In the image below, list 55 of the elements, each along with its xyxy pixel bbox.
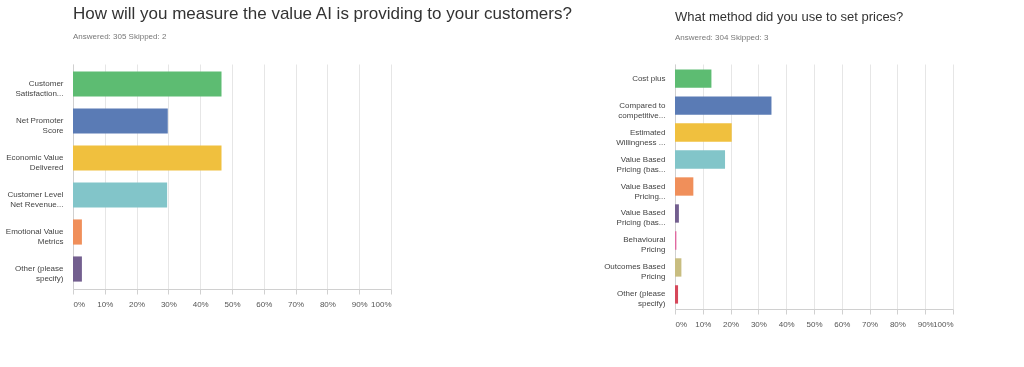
y-tick-label: Cost plus — [632, 73, 666, 83]
chart-subtitle: Answered: 305 Skipped: 2 — [73, 32, 167, 41]
x-tick-label: 90% — [917, 319, 934, 329]
x-tick-label: 10% — [97, 299, 114, 309]
bar — [675, 285, 679, 304]
bar — [675, 258, 682, 277]
x-tick-label: 90% — [351, 299, 368, 309]
y-tick-label: Compared to competitive... — [618, 100, 667, 120]
x-tick-label: 50% — [806, 319, 823, 329]
x-tick-label: 20% — [723, 319, 740, 329]
y-tick-label: Customer Satisfaction... — [15, 78, 64, 98]
bar — [675, 123, 732, 142]
y-tick-label: Net Promoter Score — [15, 115, 65, 135]
x-tick-label: 70% — [862, 319, 879, 329]
y-tick-label: Outcomes Based Pricing — [604, 262, 666, 282]
y-tick-label: Estimated Willingness ... — [616, 127, 666, 147]
x-tick-label: 30% — [750, 319, 767, 329]
x-tick-label: 50% — [224, 299, 241, 309]
x-tick-label: 70% — [288, 299, 305, 309]
y-tick-label: Value Based Pricing... — [620, 181, 666, 201]
x-tick-label: 80% — [889, 319, 906, 329]
chart-title: What method did you use to set prices? — [675, 9, 904, 24]
bar — [73, 145, 222, 171]
x-tick-label: 40% — [192, 299, 209, 309]
x-tick-label: 100% — [371, 299, 392, 309]
bar — [73, 182, 168, 208]
chart-subtitle: Answered: 304 Skipped: 3 — [675, 33, 769, 42]
bar — [73, 71, 222, 97]
x-tick-label: 80% — [319, 299, 336, 309]
y-tick-label: Behavioural Pricing — [623, 235, 666, 255]
x-tick-label: 40% — [778, 319, 795, 329]
bar — [675, 96, 772, 115]
bar — [675, 177, 694, 196]
bar — [675, 204, 679, 223]
x-tick-label: 60% — [834, 319, 851, 329]
y-tick-label: Other (please specify) — [15, 264, 65, 284]
bar — [675, 69, 712, 88]
y-tick-label: Other (please specify) — [617, 289, 667, 309]
bar — [675, 150, 726, 169]
y-tick-label: Value Based Pricing (bas... — [616, 154, 666, 174]
bar — [73, 108, 168, 134]
bar — [73, 256, 82, 282]
x-tick-label: 30% — [160, 299, 177, 309]
bar — [73, 219, 82, 245]
y-tick-label: Emotional Value Metrics — [5, 227, 65, 247]
x-tick-label: 0% — [675, 319, 688, 329]
x-tick-label: 20% — [129, 299, 146, 309]
chart-title: How will you measure the value AI is providing to your customers? — [73, 4, 572, 23]
y-tick-label: Value Based Pricing (bas... — [616, 208, 666, 228]
x-tick-label: 60% — [256, 299, 273, 309]
x-tick-label: 10% — [695, 319, 712, 329]
y-tick-label: Economic Value Delivered — [6, 153, 65, 172]
y-tick-label: Customer Level Net Revenue... — [7, 190, 64, 209]
x-tick-label: 0% — [73, 299, 86, 309]
x-tick-label: 100% — [933, 319, 954, 329]
